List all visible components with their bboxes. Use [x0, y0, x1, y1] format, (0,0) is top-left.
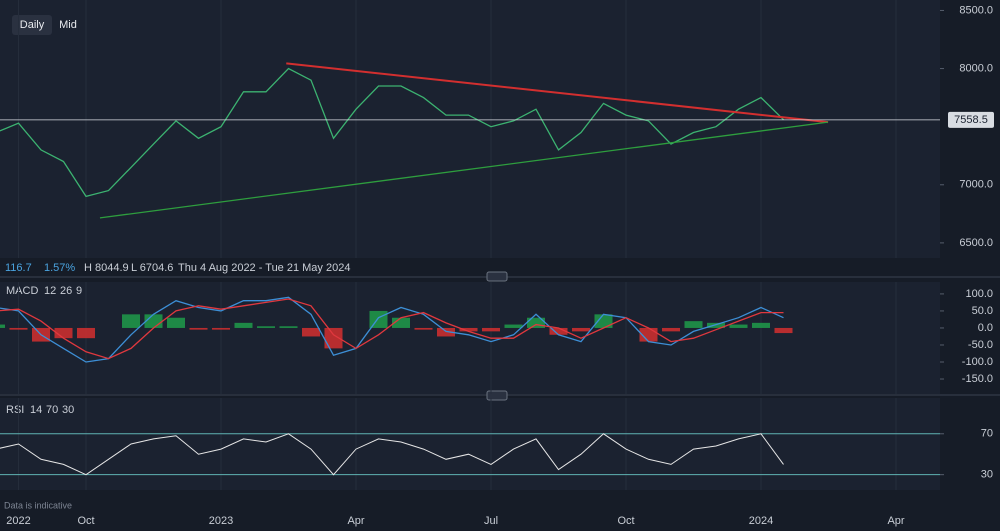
y-tick-label: 0.0 [978, 322, 993, 334]
histogram-bar [302, 327, 320, 337]
histogram-bar [729, 324, 748, 328]
y-tick-label: -150.0 [962, 373, 993, 385]
histogram-bar [707, 322, 725, 328]
histogram-bar [527, 317, 545, 328]
indicator-param: 14 [30, 404, 42, 416]
histogram-bar [752, 322, 770, 328]
high: H 8044.9 [84, 262, 129, 274]
histogram-bar [414, 327, 433, 330]
histogram-bar [144, 314, 163, 328]
indicator-param: 70 [46, 404, 58, 416]
histogram-bar [459, 327, 478, 332]
x-tick-label: 2023 [209, 515, 233, 527]
histogram-bar [9, 327, 28, 330]
macd-pane [0, 282, 940, 394]
indicator-line [0, 433, 784, 476]
y-tick-label: 50.0 [972, 305, 993, 317]
histogram-bar [504, 324, 523, 328]
y-tick-label: 100.0 [965, 288, 993, 300]
histogram-bar [392, 317, 410, 328]
histogram-bar [684, 321, 703, 328]
toolbar-button[interactable]: Mid [59, 19, 77, 31]
indicator-param: 12 [44, 285, 56, 297]
histogram-bar [279, 326, 298, 328]
price-pane [0, 0, 940, 258]
toolbar-button[interactable]: Daily [20, 19, 45, 31]
x-tick-label: Apr [887, 515, 904, 527]
histogram-bar [482, 327, 500, 332]
histogram-bar [594, 314, 613, 328]
indicator-line [0, 296, 784, 363]
low: L 6704.6 [131, 262, 173, 274]
indicator-param: 26 [60, 285, 72, 297]
indicator-param: 9 [76, 285, 82, 297]
trendline [99, 121, 829, 219]
last-price-tag [948, 111, 994, 128]
histogram-bar [54, 327, 73, 339]
x-tick-label: Oct [617, 515, 634, 527]
histogram-bar [774, 327, 793, 334]
histogram-bar [234, 322, 253, 328]
rsi-pane [0, 398, 940, 490]
histogram-bar [189, 327, 208, 330]
histogram-bar [0, 324, 5, 328]
x-tick-label: Jul [484, 515, 498, 527]
indicator-title: MACD [6, 285, 38, 297]
histogram-bar [212, 327, 230, 330]
toolbar-button-bg[interactable] [12, 15, 52, 35]
indicator-title: RSI [6, 404, 24, 416]
y-tick-label: 8500.0 [959, 4, 993, 16]
date-range: Thu 4 Aug 2022 - Tue 21 May 2024 [178, 262, 350, 274]
indicator-line [0, 298, 784, 360]
histogram-bar [167, 317, 185, 328]
x-tick-label: Oct [77, 515, 94, 527]
trendline [286, 62, 829, 124]
change: 116.7 [5, 262, 32, 274]
histogram-bar [437, 327, 455, 337]
indicator-param: 30 [62, 404, 74, 416]
y-tick-label: 70 [981, 428, 993, 440]
last-price-label: 7558.5 [954, 114, 988, 126]
pane-resize-handle[interactable] [486, 271, 508, 282]
pane-resize-handle[interactable] [486, 390, 508, 401]
histogram-bar [662, 327, 680, 332]
y-tick-label: 7000.0 [959, 179, 993, 191]
histogram-bar [77, 327, 95, 339]
y-tick-label: 8000.0 [959, 62, 993, 74]
x-tick-label: 2024 [749, 515, 773, 527]
x-tick-label: 2022 [6, 515, 30, 527]
histogram-bar [324, 327, 343, 349]
y-tick-label: -50.0 [968, 339, 993, 351]
y-tick-label: 30 [981, 469, 993, 481]
change-pct: 1.57% [44, 262, 75, 274]
y-tick-label: -100.0 [962, 356, 993, 368]
histogram-bar [572, 327, 590, 332]
price-line [0, 67, 784, 198]
footer-note: Data is indicative [4, 500, 72, 510]
histogram-bar [122, 314, 140, 328]
x-tick-label: Apr [347, 515, 364, 527]
y-tick-label: 6500.0 [959, 237, 993, 249]
histogram-bar [549, 327, 568, 335]
histogram-bar [257, 326, 275, 328]
